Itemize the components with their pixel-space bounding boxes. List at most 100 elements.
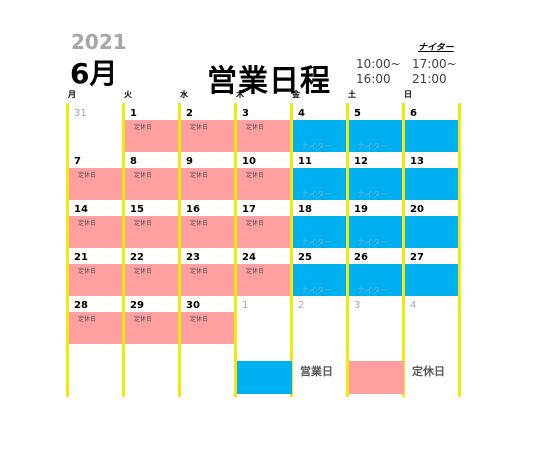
calendar-day[interactable]: 定休日 2 (181, 106, 236, 152)
night-session-label: ナイター (301, 142, 333, 151)
closed-day-label: 定休日 (246, 124, 265, 131)
calendar-day[interactable]: 2 (293, 298, 348, 344)
closed-day-fill (125, 120, 180, 152)
closed-day-label: 定休日 (190, 172, 209, 179)
calendar-day[interactable]: 定休日 9 (181, 154, 236, 200)
day-number: 31 (74, 108, 87, 119)
calendar-day[interactable]: 定休日 1 (125, 106, 180, 152)
closed-day-label: 定休日 (78, 220, 97, 227)
day-number: 11 (298, 156, 312, 167)
calendar-day[interactable]: 定休日 8 (125, 154, 180, 200)
calendar-day[interactable]: 定休日 7 (69, 154, 124, 200)
closed-day-label: 定休日 (78, 316, 97, 323)
open-day-fill (293, 168, 348, 200)
calendar-day[interactable]: 定休日 14 (69, 202, 124, 248)
calendar-day[interactable]: 定休日 10 (237, 154, 292, 200)
night-session-label: ナイター (357, 286, 389, 295)
day-number: 19 (354, 204, 368, 215)
weekday-label: 金 (292, 90, 300, 99)
calendar-day[interactable]: 27 (405, 250, 460, 296)
calendar-day[interactable]: 定休日 29 (125, 298, 180, 344)
calendar-day[interactable]: ナイター 11 (293, 154, 348, 200)
closed-day-fill (237, 168, 292, 200)
closed-day-label: 定休日 (78, 268, 97, 275)
day-number: 27 (410, 252, 424, 263)
day-number: 1 (130, 108, 137, 119)
day-number: 17 (242, 204, 256, 215)
closed-day-label: 定休日 (134, 268, 153, 275)
open-day-fill (293, 264, 348, 296)
closed-day-label: 定休日 (190, 268, 209, 275)
calendar-day[interactable]: 定休日 22 (125, 250, 180, 296)
calendar-day[interactable]: 定休日 21 (69, 250, 124, 296)
day-number: 2 (298, 300, 305, 311)
closed-day-fill (181, 168, 236, 200)
night-hours: 17:00~ 21:00 (412, 57, 457, 87)
calendar-day[interactable]: ナイター 4 (293, 106, 348, 152)
calendar-day[interactable]: 20 (405, 202, 460, 248)
open-day-fill (405, 120, 460, 152)
calendar-day[interactable]: 6 (405, 106, 460, 152)
calendar-day[interactable]: 定休日 24 (237, 250, 292, 296)
day-number: 21 (74, 252, 88, 263)
calendar-day[interactable]: ナイター 18 (293, 202, 348, 248)
night-session-label: ナイター (301, 286, 333, 295)
closed-day-label: 定休日 (246, 172, 265, 179)
night-hours-start: 17:00~ (412, 57, 457, 71)
closed-day-fill (125, 264, 180, 296)
open-day-fill (293, 120, 348, 152)
night-session-label: ナイター (357, 190, 389, 199)
day-number: 25 (298, 252, 312, 263)
calendar-day[interactable]: 定休日 28 (69, 298, 124, 344)
calendar-day[interactable]: ナイター 12 (349, 154, 404, 200)
closed-day-fill (181, 216, 236, 248)
calendar-day[interactable]: 定休日 16 (181, 202, 236, 248)
day-number: 9 (186, 156, 193, 167)
year-label: 2021 (71, 30, 127, 54)
closed-day-fill (69, 168, 124, 200)
night-session-label: ナイター (301, 238, 333, 247)
calendar-day[interactable]: 定休日 3 (237, 106, 292, 152)
day-number: 16 (186, 204, 200, 215)
calendar-day[interactable]: 定休日 23 (181, 250, 236, 296)
calendar-day[interactable]: 定休日 30 (181, 298, 236, 344)
open-day-fill (405, 216, 460, 248)
closed-day-fill (69, 216, 124, 248)
day-number: 6 (410, 108, 417, 119)
night-session-label: ナイター (301, 190, 333, 199)
open-day-fill (405, 168, 460, 200)
column-divider (66, 103, 69, 397)
calendar-day[interactable]: 1 (237, 298, 292, 344)
day-number: 13 (410, 156, 424, 167)
weekday-label: 木 (236, 90, 244, 99)
legend-closed-box (349, 361, 404, 394)
closed-day-fill (125, 216, 180, 248)
calendar-day[interactable]: ナイター 19 (349, 202, 404, 248)
day-number: 5 (354, 108, 361, 119)
night-session-label: ナイター (357, 142, 389, 151)
calendar-day[interactable]: 4 (405, 298, 460, 344)
calendar-day[interactable]: 31 (69, 106, 124, 152)
calendar-day[interactable]: ナイター 25 (293, 250, 348, 296)
month-label: 6月 (70, 57, 118, 90)
day-number: 30 (186, 300, 200, 311)
day-number: 12 (354, 156, 368, 167)
calendar-day[interactable]: ナイター 5 (349, 106, 404, 152)
calendar-day[interactable]: ナイター 26 (349, 250, 404, 296)
day-number: 14 (74, 204, 88, 215)
calendar-day[interactable]: 定休日 17 (237, 202, 292, 248)
closed-day-fill (237, 120, 292, 152)
calendar-day[interactable]: 定休日 15 (125, 202, 180, 248)
column-divider (402, 103, 405, 397)
calendar-day[interactable]: 3 (349, 298, 404, 344)
day-number: 28 (74, 300, 88, 311)
calendar-day[interactable]: 13 (405, 154, 460, 200)
weekday-label: 水 (180, 90, 188, 99)
closed-day-fill (69, 312, 124, 344)
weekday-label: 火 (124, 90, 132, 99)
closed-day-fill (125, 168, 180, 200)
column-divider (346, 103, 349, 397)
day-number: 4 (298, 108, 305, 119)
closed-day-fill (125, 312, 180, 344)
normal-hours-end: 16:00 (356, 72, 391, 86)
